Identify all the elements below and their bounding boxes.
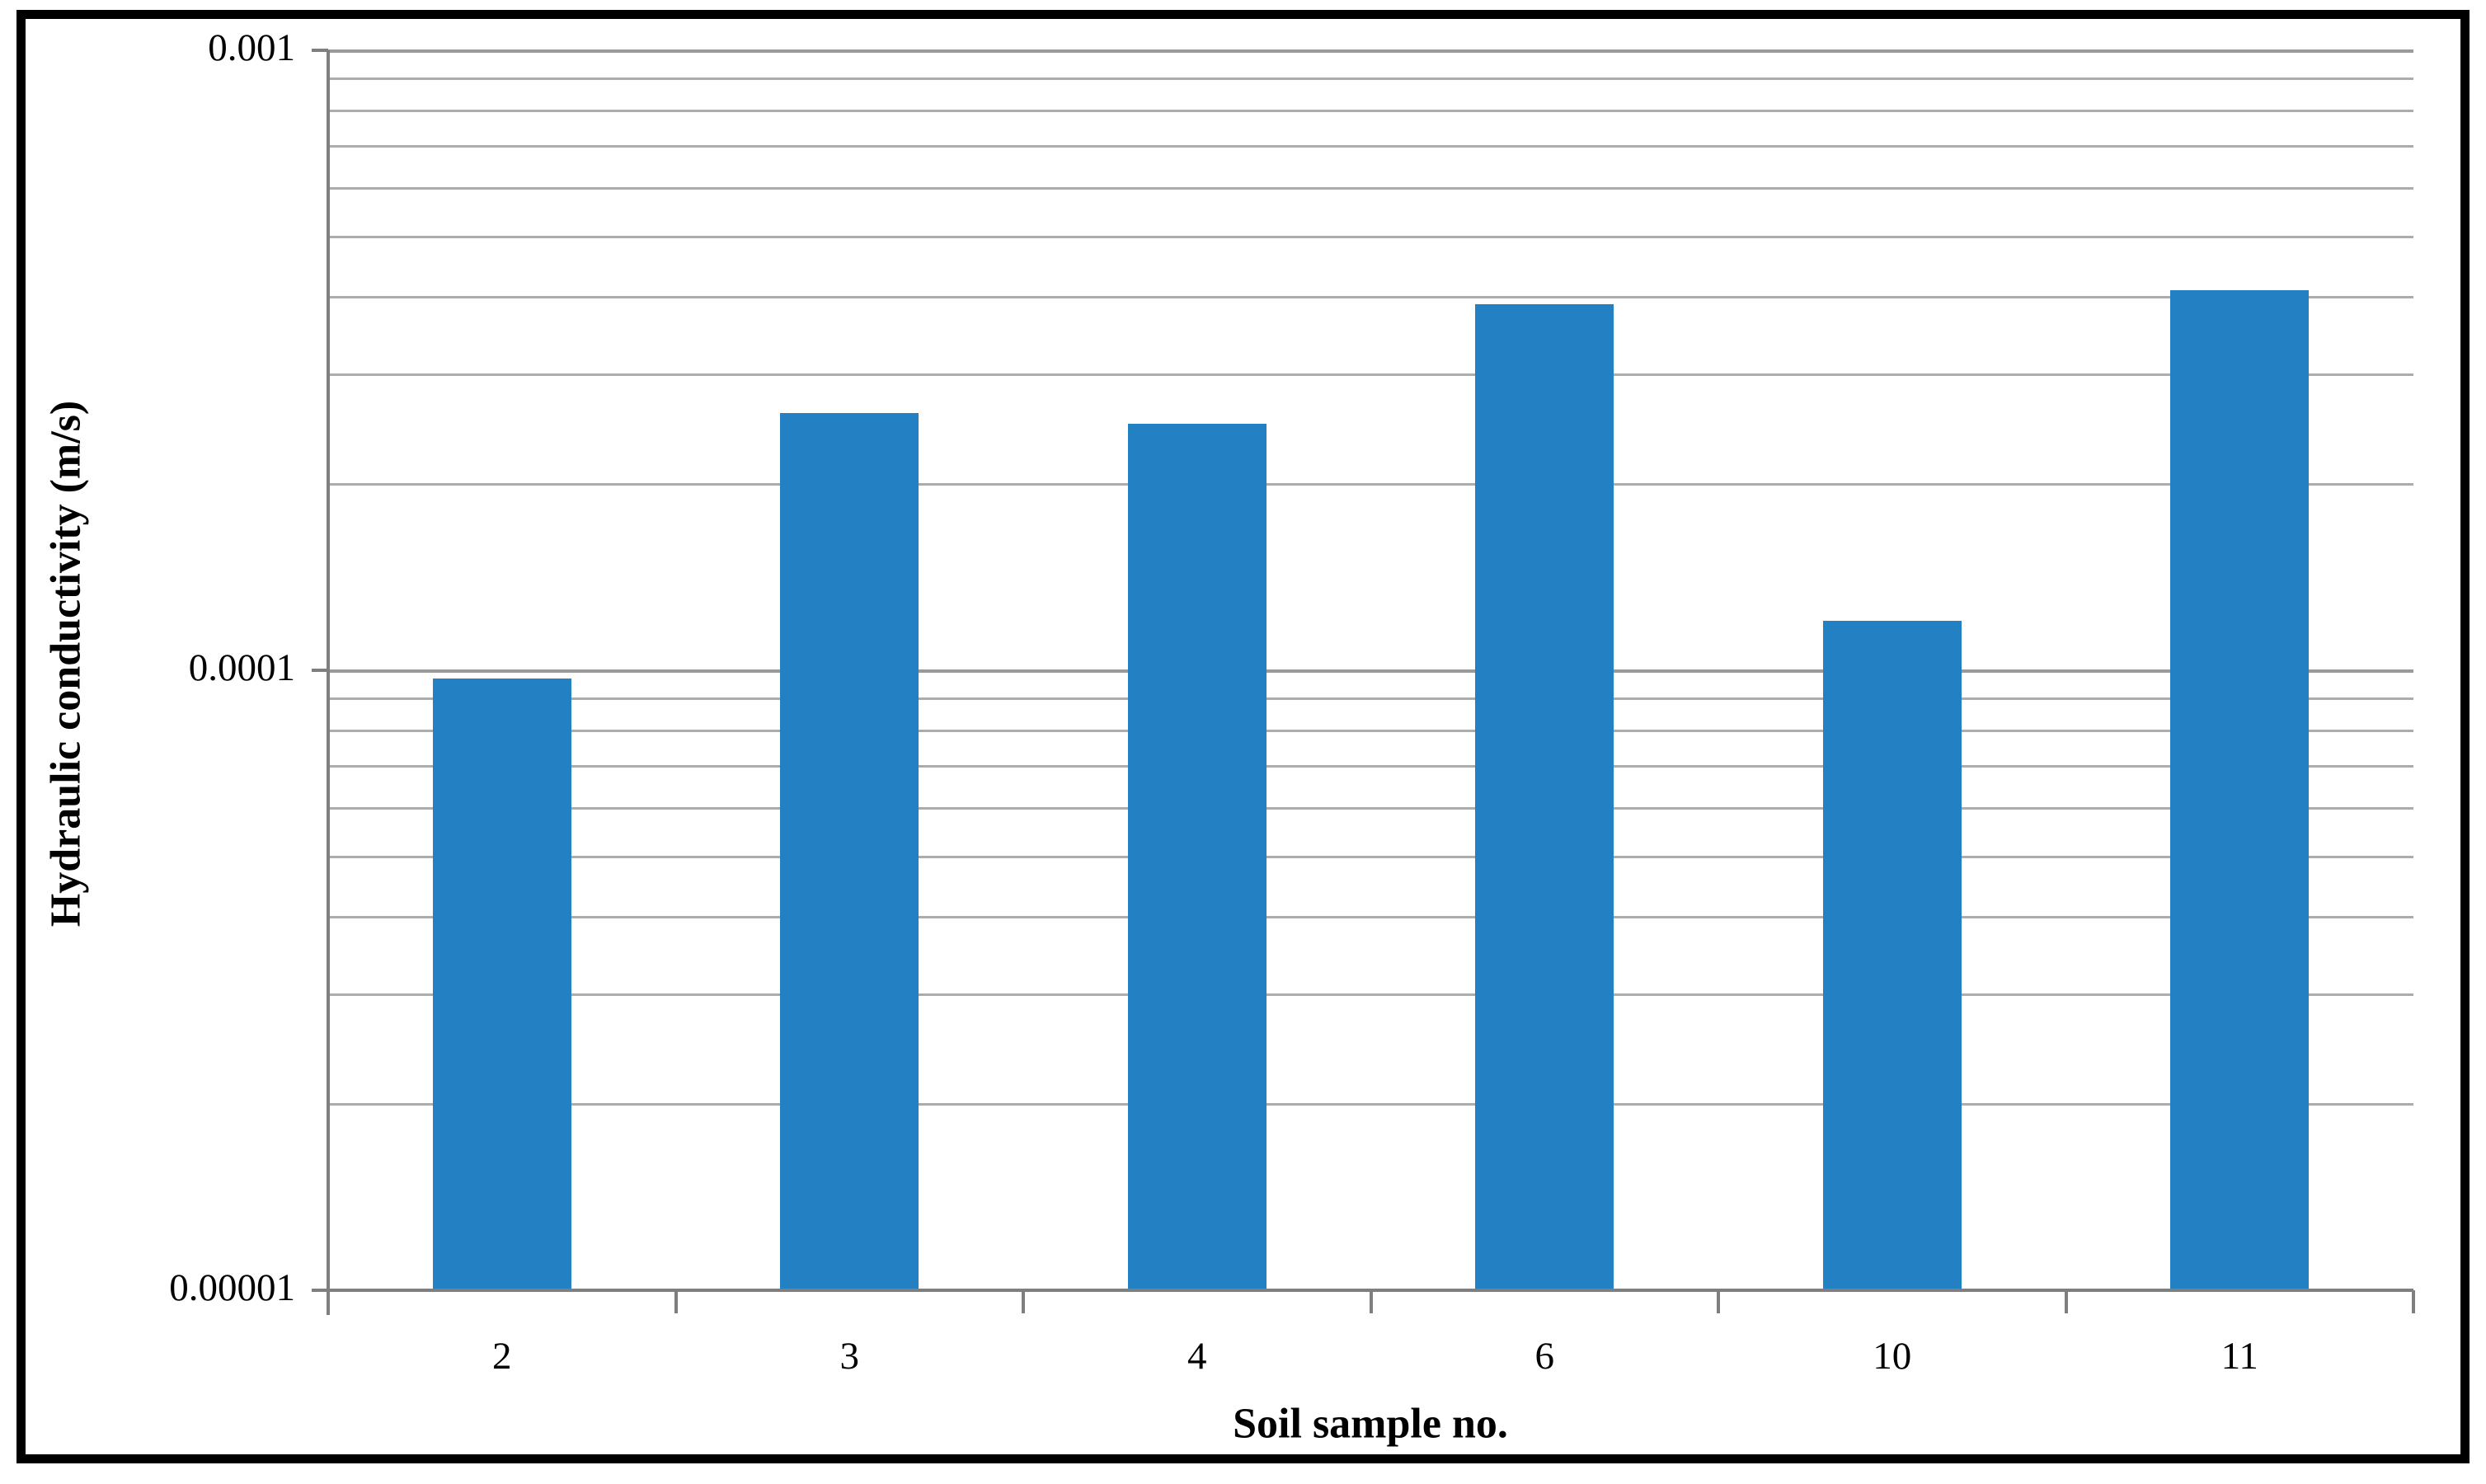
x-tick-label: 10 [1873, 1335, 1912, 1378]
y-tick-mark [312, 669, 328, 672]
x-tick-mark [2412, 1290, 2415, 1313]
x-tick-mark [1717, 1290, 1720, 1313]
major-gridline [328, 669, 2413, 673]
y-tick-mark [312, 1289, 328, 1292]
minor-gridline [328, 109, 2413, 112]
minor-gridline [328, 697, 2413, 701]
y-axis-line [327, 50, 330, 1315]
minor-gridline [328, 1102, 2413, 1106]
minor-gridline [328, 806, 2413, 810]
minor-gridline [328, 916, 2413, 919]
bar [1127, 423, 1266, 1290]
bar [432, 678, 571, 1290]
y-tick-label: 0.0001 [188, 646, 295, 689]
minor-gridline [328, 765, 2413, 768]
minor-gridline [328, 236, 2413, 239]
bar [1475, 303, 1614, 1290]
minor-gridline [328, 993, 2413, 997]
x-tick-label: 11 [2220, 1335, 2258, 1378]
x-tick-label: 4 [1187, 1335, 1207, 1378]
x-tick-mark [2064, 1290, 2068, 1313]
y-tick-label: 0.001 [208, 26, 295, 69]
x-tick-mark [674, 1290, 678, 1313]
y-tick-label: 0.00001 [169, 1266, 295, 1309]
minor-gridline [328, 77, 2413, 81]
minor-gridline [328, 296, 2413, 299]
minor-gridline [328, 729, 2413, 732]
bar [780, 412, 919, 1290]
x-tick-label: 6 [1534, 1335, 1555, 1378]
x-tick-mark [1022, 1290, 1025, 1313]
minor-gridline [328, 482, 2413, 486]
bar [1822, 621, 1962, 1290]
minor-gridline [328, 145, 2413, 148]
bar [2170, 290, 2310, 1290]
x-tick-label: 2 [492, 1335, 512, 1378]
x-tick-label: 3 [839, 1335, 860, 1378]
minor-gridline [328, 856, 2413, 859]
minor-gridline [328, 373, 2413, 377]
x-axis-line [328, 1289, 2413, 1292]
y-tick-mark [312, 49, 328, 52]
minor-gridline [328, 186, 2413, 190]
x-axis-title: Soil sample no. [1233, 1400, 1508, 1448]
x-tick-mark [1369, 1290, 1373, 1313]
major-gridline [328, 49, 2413, 53]
